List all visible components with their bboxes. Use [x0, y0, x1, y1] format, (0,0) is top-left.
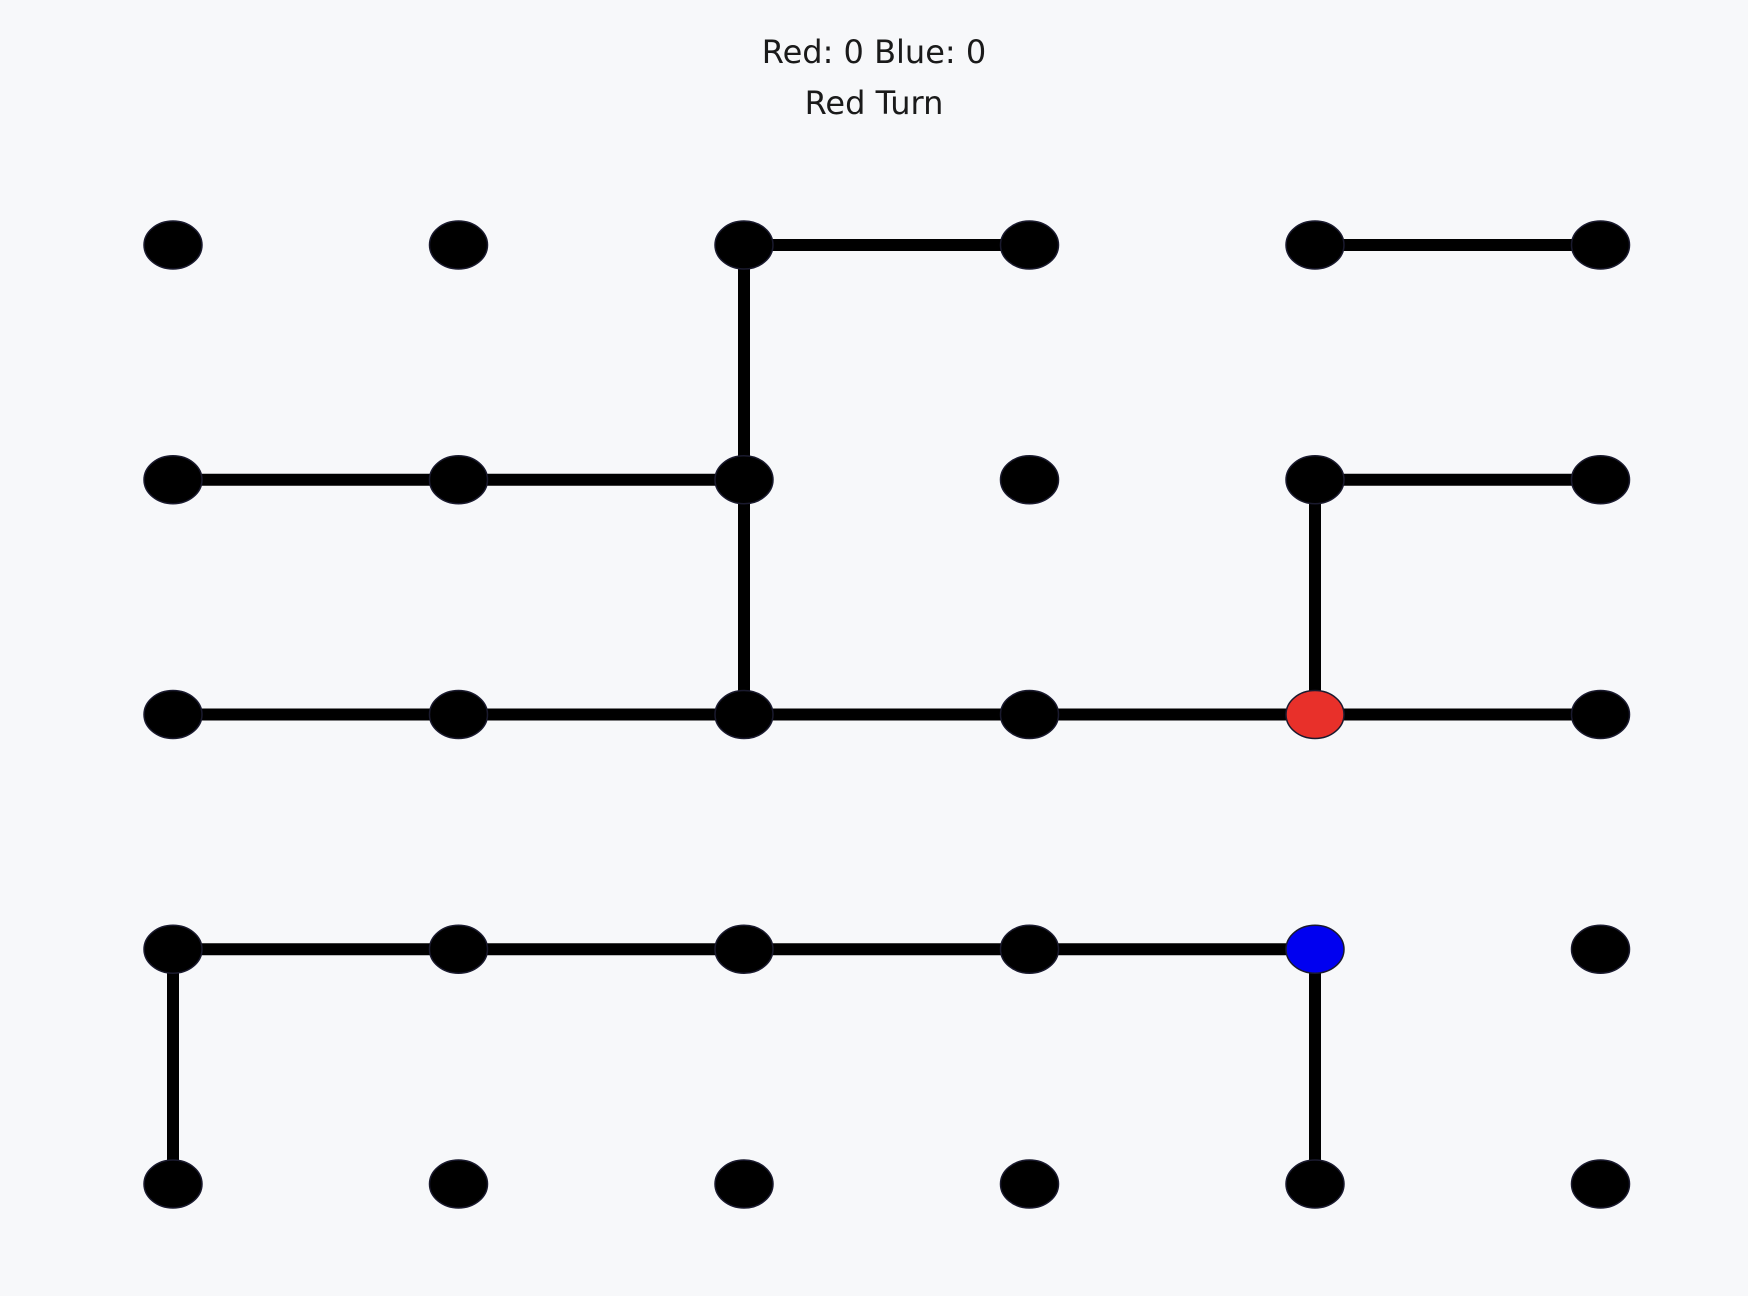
grid-dot[interactable]	[143, 455, 203, 505]
grid-dot[interactable]	[999, 1159, 1060, 1209]
grid-dot[interactable]	[143, 1159, 203, 1209]
grid-dot[interactable]	[714, 924, 774, 974]
grid-dot[interactable]	[1285, 455, 1345, 505]
grid-dot[interactable]	[1285, 1159, 1345, 1209]
grid-dot[interactable]	[999, 455, 1060, 505]
grid-dot[interactable]	[714, 455, 774, 505]
grid-dot[interactable]	[1570, 455, 1631, 505]
grid-dot[interactable]	[143, 689, 203, 740]
turn-indicator: Red Turn	[804, 84, 944, 122]
blue-dot[interactable]	[1285, 924, 1345, 974]
grid-dot[interactable]	[1570, 924, 1631, 974]
grid-dot[interactable]	[143, 924, 203, 974]
red-dot[interactable]	[1285, 689, 1345, 740]
dots-layer	[143, 220, 1631, 1209]
grid-dot[interactable]	[1285, 220, 1345, 270]
grid-dot[interactable]	[999, 924, 1060, 974]
grid-dot[interactable]	[714, 1159, 774, 1209]
grid-dot[interactable]	[428, 689, 489, 740]
score-display: Red: 0 Blue: 0	[761, 33, 987, 71]
grid-dot[interactable]	[714, 220, 774, 270]
edges-layer	[167, 239, 1601, 1184]
grid-dot[interactable]	[428, 924, 489, 974]
grid-dot[interactable]	[428, 220, 489, 270]
grid-dot[interactable]	[999, 689, 1060, 740]
grid-dot[interactable]	[1570, 689, 1631, 740]
grid-dot[interactable]	[143, 220, 203, 270]
grid-dot[interactable]	[999, 220, 1060, 270]
grid-dot[interactable]	[428, 455, 489, 505]
grid-dot[interactable]	[428, 1159, 489, 1209]
grid-dot[interactable]	[1570, 1159, 1631, 1209]
grid-dot[interactable]	[1570, 220, 1631, 270]
grid-dot[interactable]	[714, 689, 774, 740]
